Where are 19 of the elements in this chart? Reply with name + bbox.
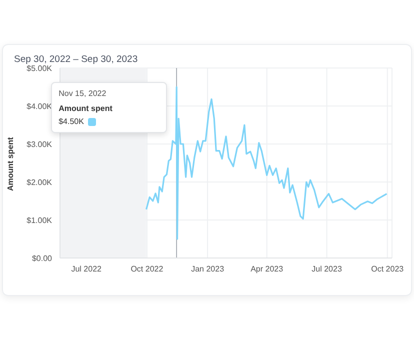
x-tick-label: Oct 2023: [371, 264, 404, 274]
y-tick-label: $4.00K: [26, 102, 53, 111]
annotation: Nov 15, 2022: [58, 89, 108, 98]
x-tick-label: Jan 2023: [191, 264, 225, 274]
x-tick-label: Jul 2023: [312, 264, 342, 274]
chart-title: Sep 30, 2022 – Sep 30, 2023: [14, 54, 138, 65]
y-tick-label: $3.00K: [26, 140, 53, 149]
y-axis-title: Amount spent: [6, 136, 15, 191]
y-tick-label: $5.00K: [26, 64, 53, 73]
x-tick-label: Apr 2023: [250, 264, 284, 274]
y-tick-label: $1.00K: [26, 216, 53, 225]
line-series: [145, 86, 388, 240]
x-tick-label: Oct 2022: [130, 264, 164, 274]
hover-card: Nov 15, 2022 Amount spent $4.50K: [50, 82, 167, 133]
y-tick-label: $0.00: [32, 254, 53, 263]
y-tick-label: $2.00K: [26, 178, 53, 187]
annotation: Amount spent: [58, 104, 114, 113]
annotation: $4.50K: [58, 117, 84, 126]
x-tick-label: Jul 2022: [71, 264, 102, 274]
